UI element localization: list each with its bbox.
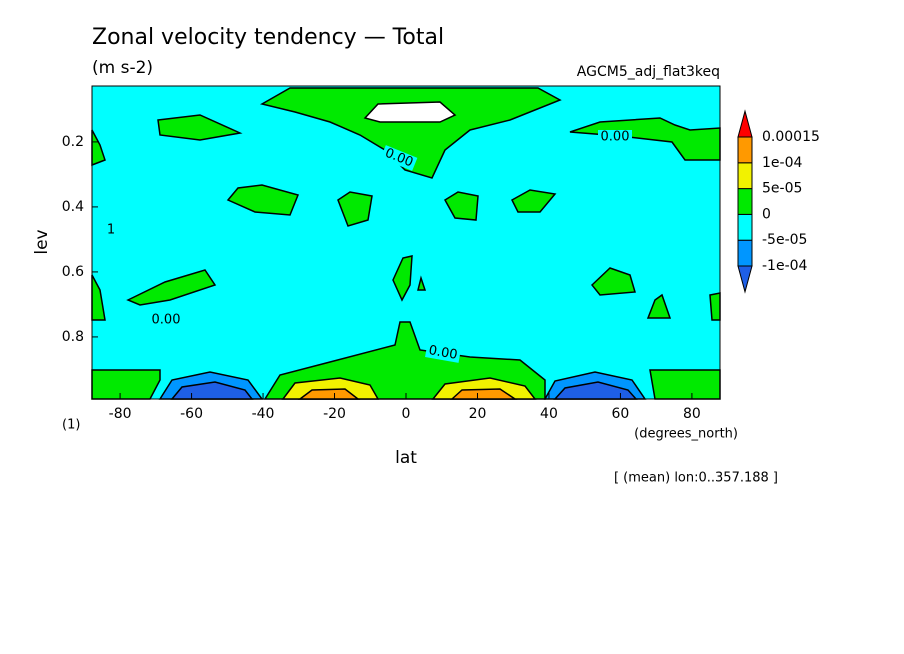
x-tick-label: 80 [683,406,701,422]
x-axis-label: lat [395,448,417,468]
x-tick-label: 20 [469,406,487,422]
contour-label: 0.00 [601,130,630,145]
y-units: (1) [62,418,80,433]
contour-region [91,369,161,400]
y-tick-label: 0.4 [62,199,84,215]
colorbar-label: -1e-04 [762,258,808,274]
x-units: (degrees_north) [634,427,738,442]
contour-label-bg [380,145,418,171]
colorbar-label: 1e-04 [762,155,802,171]
contour-label-bg [598,130,632,144]
colorbar-label: 5e-05 [762,181,802,197]
y-tick-label: 0.6 [62,264,84,280]
subtitle: (m s-2) [92,58,153,78]
contour-region [511,189,557,213]
contour-region [392,255,413,302]
contour-region [226,184,300,216]
colorbar-label: -5e-05 [762,232,807,248]
colorbar-label: 0 [762,206,771,222]
contour-region [337,191,373,227]
y-tick-label: 0.2 [62,134,84,150]
colorbar-box [737,162,753,190]
y-tick-label: 0.8 [62,329,84,345]
x-tick-label: 60 [612,406,630,422]
contour-label: 0.00 [427,343,458,363]
x-tick-label: 40 [540,406,558,422]
y-axis-label: lev [32,229,52,254]
contour-region [363,101,457,123]
x-tick-label: 0 [402,406,411,422]
note: [ (mean) lon:0..357.188 ] [614,471,778,486]
contour-region [126,269,217,306]
contour-region [443,191,479,221]
inset-label: 1 [107,223,115,238]
contour-region [417,275,427,291]
contour-region [649,369,721,400]
x-tick-label: -40 [252,406,275,422]
contour-region [157,114,243,141]
contour-label-bg [425,343,461,363]
chart-title: Zonal velocity tendency — Total [92,25,444,50]
colorbar-triangle [737,109,753,138]
contour-region [709,292,721,321]
source-label: AGCM5_adj_flat3keq [577,64,720,80]
x-tick-label: -80 [109,406,132,422]
contour-label-bg [149,313,183,327]
colorbar-box [737,213,753,241]
colorbar-box [737,188,753,215]
contour-label: 0.00 [152,313,181,328]
contour-regions [91,87,721,400]
x-tick-label: -20 [323,406,346,422]
colorbar-box [737,239,753,267]
colorbar-box [737,136,753,164]
contour-region [646,293,672,319]
contour-region [590,267,636,296]
contour-region [259,87,562,179]
x-tick-label: -60 [180,406,203,422]
colorbar-label: 0.00015 [762,129,820,145]
colorbar-triangle [737,265,753,294]
